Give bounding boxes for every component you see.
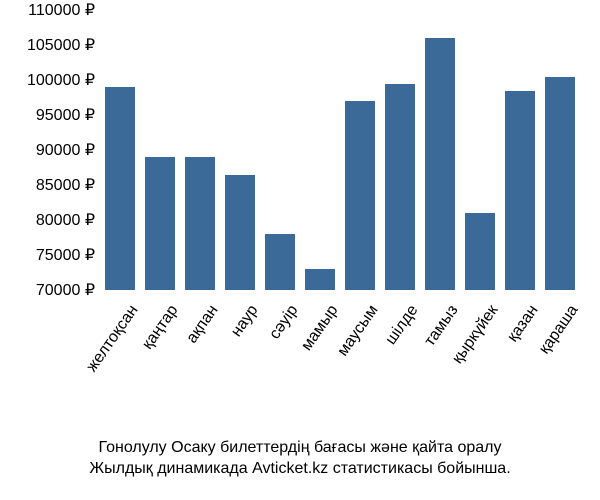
y-tick-label: 85000 ₽ bbox=[0, 175, 95, 195]
y-tick-label: 100000 ₽ bbox=[0, 70, 95, 90]
plot-area bbox=[100, 10, 580, 290]
caption-line-1: Гонолулу Осаку билеттердің бағасы және қ… bbox=[98, 439, 501, 456]
y-tick-label: 75000 ₽ bbox=[0, 245, 95, 265]
y-tick-label: 95000 ₽ bbox=[0, 105, 95, 125]
caption-line-2: Жылдық динамикада Avticket.kz статистика… bbox=[89, 460, 510, 477]
bar bbox=[185, 157, 215, 290]
bars-container bbox=[100, 10, 580, 290]
bar bbox=[425, 38, 455, 290]
bar bbox=[105, 87, 135, 290]
price-chart: 110000 ₽ 105000 ₽ 100000 ₽ 95000 ₽ 90000 ₽ 85… bbox=[0, 0, 600, 500]
bar bbox=[225, 175, 255, 291]
bar bbox=[385, 84, 415, 291]
bar bbox=[545, 77, 575, 291]
x-axis: желтоқсанқаңтарақпаннаурсәуірмамырмаусым… bbox=[100, 295, 580, 415]
y-axis: 110000 ₽105000 ₽100000 ₽95000 ₽90000 ₽85… bbox=[0, 10, 95, 290]
bar bbox=[505, 91, 535, 291]
bar bbox=[265, 234, 295, 290]
bar bbox=[345, 101, 375, 290]
y-tick-label: 105000 ₽ bbox=[0, 35, 95, 55]
y-tick-label: 80000 ₽ bbox=[0, 210, 95, 230]
y-tick-label: 110000 ₽ bbox=[0, 0, 95, 20]
bar bbox=[145, 157, 175, 290]
y-tick-label: 90000 ₽ bbox=[0, 140, 95, 160]
chart-caption: Гонолулу Осаку билеттердің бағасы және қ… bbox=[0, 437, 600, 480]
bar bbox=[305, 269, 335, 290]
y-tick-label: 70000 ₽ bbox=[0, 280, 95, 300]
bar bbox=[465, 213, 495, 290]
